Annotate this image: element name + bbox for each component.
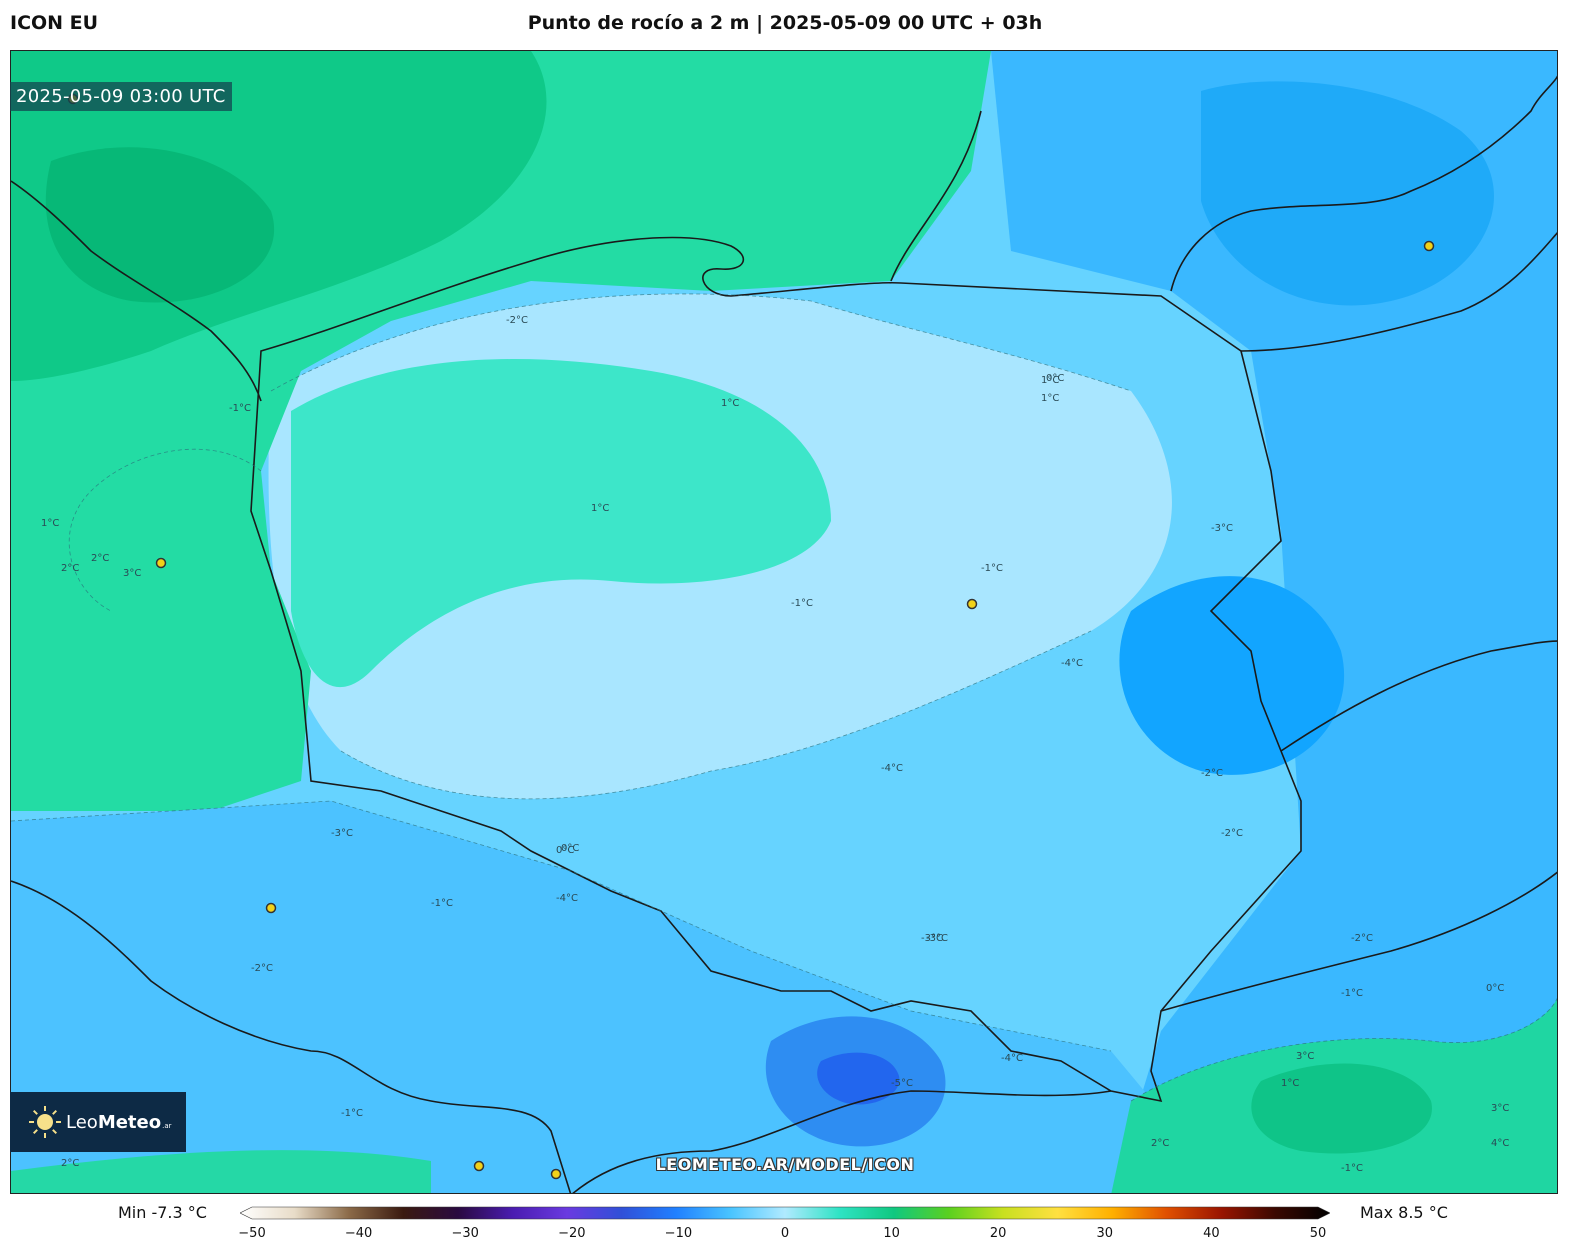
near-zero-region	[291, 359, 831, 688]
color-scale-tick-label: −50	[238, 1226, 266, 1241]
contour-label: 2°C	[1151, 1138, 1169, 1149]
contour-label: 2°C	[61, 563, 79, 574]
contour-label-group: 2°C 3°C 1°C 2°C -1°C 1°C -1°C 0°C 1°C -1…	[41, 315, 1509, 1174]
color-scale-tick-label: −10	[664, 1226, 693, 1241]
contour-label: -2°C	[1351, 933, 1373, 944]
border-belarus-south	[1280, 640, 1557, 752]
contour-label: -4°C	[1001, 1053, 1023, 1064]
contour-label: -1°C	[1341, 1163, 1363, 1174]
contour-label: -3°C	[331, 828, 353, 839]
contour-label: -2°C	[1201, 768, 1223, 779]
color-scale-tick-label: 40	[1203, 1226, 1220, 1241]
warm-core-coast	[45, 147, 275, 303]
color-scale-tick-label: −40	[344, 1226, 373, 1241]
leometeo-logo[interactable]: LeoMeteo .ar	[10, 1092, 186, 1152]
city-marker[interactable]	[550, 1168, 562, 1180]
contour-label: 1°C	[591, 503, 609, 514]
color-scale-ticks: −50 −40 −30 −20 −10 0 10 20 30 40 50	[0, 1226, 1570, 1246]
max-value-label: Max 8.5 °C	[1360, 1203, 1448, 1222]
border-belarus-north	[1240, 232, 1557, 352]
coastline-west	[11, 180, 262, 402]
contour-label: 0°C	[1486, 983, 1504, 994]
color-scale-tick-label: −20	[558, 1226, 586, 1241]
dewpoint-map: 2°C 3°C 1°C 2°C -1°C 1°C -1°C 0°C 1°C -1…	[11, 51, 1557, 1193]
cold-core-northeast	[1201, 81, 1494, 306]
contour-label: 1°C	[721, 398, 739, 409]
border-czech-south	[11, 880, 572, 1193]
logo-text: LeoMeteo	[66, 1112, 161, 1133]
color-scale-tick-label: 50	[1309, 1226, 1327, 1241]
contour-label: 0°C	[1046, 373, 1064, 384]
contour-label: -1°C	[1341, 988, 1363, 999]
cold-minimum	[817, 1052, 900, 1105]
color-scale-tick-label: 10	[883, 1226, 900, 1241]
contour-southeast	[1130, 997, 1557, 1102]
contour-label: -2°C	[506, 315, 528, 326]
contour-label: -1°C	[981, 563, 1003, 574]
sun-icon	[29, 1106, 61, 1138]
border-lithuania	[1170, 75, 1557, 292]
color-scale-tick-label: 20	[989, 1226, 1007, 1241]
contour-label: -1°C	[341, 1108, 363, 1119]
contour-label: 1°C	[41, 518, 59, 529]
contour-label: 4°C	[1491, 1138, 1509, 1149]
contour-label: 2°C	[91, 553, 109, 564]
color-scale-bar	[240, 1206, 1330, 1220]
valid-time-label: 2025-05-09 03:00 UTC	[10, 82, 232, 111]
city-marker[interactable]	[265, 902, 277, 914]
border-poland	[250, 236, 1302, 1103]
contour-minus-two	[11, 800, 1112, 1052]
city-marker[interactable]	[1423, 240, 1435, 252]
border-kaliningrad	[890, 110, 982, 282]
warm-core-southeast	[1251, 1063, 1432, 1154]
contour-label: -3°C	[921, 933, 943, 944]
map-title: Punto de rocío a 2 m | 2025-05-09 00 UTC…	[527, 12, 1043, 34]
contour-label: -2°C	[251, 963, 273, 974]
color-scale-tick-label: 30	[1096, 1226, 1114, 1241]
min-value-label: Min -7.3 °C	[118, 1203, 207, 1222]
contour-label: 2°C	[61, 1158, 79, 1169]
contour-label: 0°C	[556, 845, 574, 856]
contour-label: -1°C	[791, 598, 813, 609]
warm-strip-south	[11, 1150, 431, 1193]
color-scale-tick-label: −30	[451, 1226, 479, 1241]
contour-label: 0°C	[561, 843, 579, 854]
map-area[interactable]: 2°C 3°C 1°C 2°C -1°C 1°C -1°C 0°C 1°C -1…	[10, 50, 1558, 1194]
contour-label: 3°C	[123, 568, 141, 579]
cold-region-east	[991, 51, 1557, 1193]
contour-west	[68, 448, 262, 612]
city-marker[interactable]	[473, 1160, 485, 1172]
contour-label: -5°C	[891, 1078, 913, 1089]
contour-label: -3°C	[1211, 523, 1233, 534]
logo-tld: .ar	[162, 1122, 172, 1130]
city-marker[interactable]	[966, 598, 978, 610]
contour-label: 1°C	[1281, 1078, 1299, 1089]
color-scale-tick-label: 0	[780, 1226, 790, 1241]
model-name: ICON EU	[10, 12, 99, 34]
contour-label: -1°C	[229, 403, 251, 414]
border-ukraine	[1160, 871, 1557, 1012]
contour-label: -4°C	[881, 763, 903, 774]
contour-label: 1°C	[1041, 375, 1059, 386]
logo-text-bold: Meteo	[97, 1111, 162, 1133]
contour-label: -4°C	[1061, 658, 1083, 669]
city-marker[interactable]	[155, 557, 167, 569]
country-borders	[11, 75, 1557, 1193]
contour-zero-north	[270, 293, 1132, 392]
contour-label: -1°C	[431, 898, 453, 909]
contour-label: 3°C	[1491, 1103, 1509, 1114]
contour-label: 3°C	[1296, 1051, 1314, 1062]
border-slovakia-south	[572, 1090, 1112, 1193]
contour-label: -2°C	[1221, 828, 1243, 839]
contour-label: -3°C	[926, 933, 948, 944]
logo-text-light: Leo	[66, 1111, 98, 1133]
watermark-url: LEOMETEO.AR/MODEL/ICON	[655, 1155, 915, 1174]
cold-core-east	[1119, 576, 1345, 775]
color-scale-gradient	[240, 1206, 1330, 1220]
contour-lines	[11, 293, 1557, 1102]
contour-label: 1°C	[1041, 393, 1059, 404]
contour-zero-south	[340, 630, 1092, 800]
contour-label: -4°C	[556, 893, 578, 904]
